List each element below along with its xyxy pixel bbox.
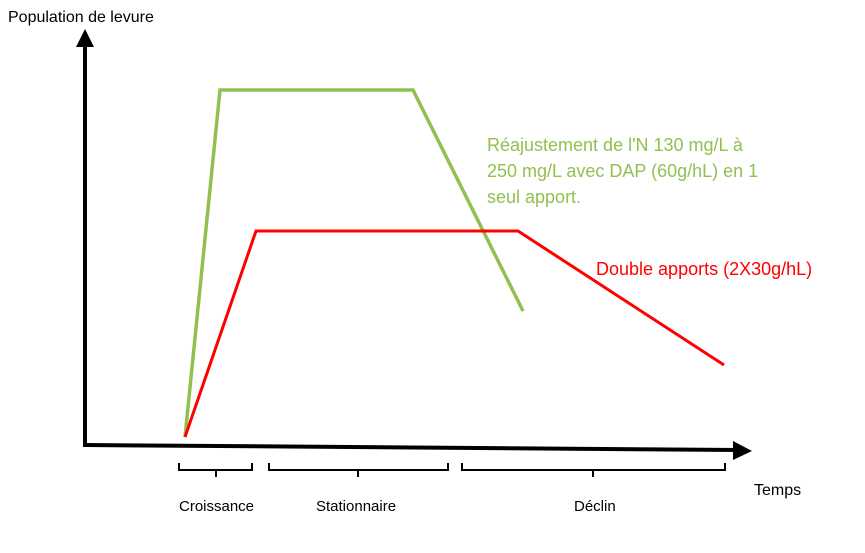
x-axis-arrowhead	[733, 441, 752, 460]
annotation-single-line-2: 250 mg/L avec DAP (60g/hL) en 1	[487, 161, 759, 181]
x-axis	[84, 443, 741, 452]
phase-label-declin: Déclin	[574, 498, 616, 515]
curve-single-addition	[183, 88, 525, 438]
phase-label-croissance: Croissance	[179, 498, 255, 515]
annotation-single-line-3: seul apport.	[487, 187, 582, 207]
annotation-double-addition: Double apports (2X30g/hL)	[596, 259, 813, 279]
x-axis-label: Temps	[754, 482, 802, 499]
curve-double-addition	[183, 229, 725, 438]
phase-bracket-croissance	[178, 463, 253, 477]
annotation-single-addition: Réajustement de l'N 130 mg/L à 250 mg/L …	[487, 132, 847, 210]
y-axis-label: Population de levure	[8, 9, 154, 26]
phase-bracket-stationnaire	[268, 463, 449, 477]
y-axis-arrowhead	[76, 29, 94, 47]
phase-bracket-declin	[461, 463, 726, 477]
phase-label-stationnaire: Stationnaire	[316, 498, 397, 515]
annotation-single-line-1: Réajustement de l'N 130 mg/L à	[487, 135, 743, 155]
